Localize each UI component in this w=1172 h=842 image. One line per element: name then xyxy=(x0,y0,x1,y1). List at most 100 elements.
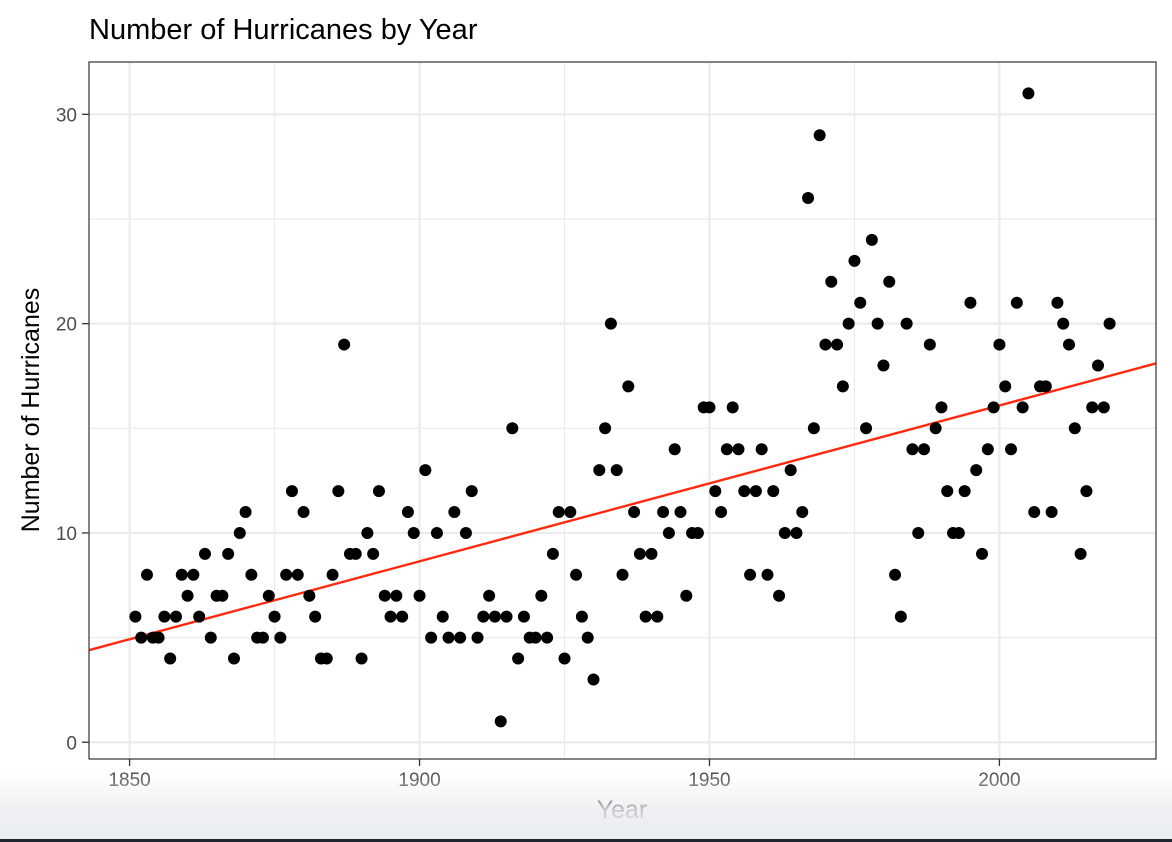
data-point xyxy=(970,464,983,477)
data-point xyxy=(1063,338,1076,351)
y-axis-label: Number of Hurricanes xyxy=(17,288,45,533)
data-point xyxy=(1039,380,1052,393)
data-point xyxy=(494,715,507,728)
data-point xyxy=(796,506,809,519)
data-point xyxy=(280,568,293,581)
data-point xyxy=(761,568,774,581)
data-point xyxy=(819,338,832,351)
trend-line-layer xyxy=(88,362,1157,652)
data-point xyxy=(436,610,449,623)
data-point xyxy=(390,589,403,602)
data-point xyxy=(831,338,844,351)
data-point xyxy=(657,506,670,519)
data-point xyxy=(575,610,588,623)
data-point xyxy=(181,589,194,602)
data-point xyxy=(993,338,1006,351)
data-point xyxy=(918,443,931,456)
data-point xyxy=(500,610,513,623)
data-point xyxy=(1097,401,1110,414)
data-point xyxy=(1016,401,1029,414)
data-point xyxy=(889,568,902,581)
data-point xyxy=(564,506,577,519)
data-point xyxy=(552,506,565,519)
data-point xyxy=(1074,547,1087,560)
data-point xyxy=(1068,422,1081,435)
data-point xyxy=(744,568,757,581)
data-point xyxy=(465,485,478,498)
data-point xyxy=(912,526,925,539)
data-point xyxy=(720,443,733,456)
data-point xyxy=(999,380,1012,393)
data-point xyxy=(546,547,559,560)
data-point xyxy=(883,275,896,288)
x-axis-label: Year xyxy=(597,796,648,824)
data-point xyxy=(413,589,426,602)
data-point xyxy=(483,589,496,602)
data-point xyxy=(529,631,542,644)
data-point xyxy=(361,526,374,539)
data-point xyxy=(813,129,826,142)
data-point xyxy=(842,317,855,330)
data-point xyxy=(941,485,954,498)
data-point xyxy=(836,380,849,393)
data-point xyxy=(471,631,484,644)
data-point xyxy=(448,506,461,519)
data-point xyxy=(488,610,501,623)
data-point xyxy=(860,422,873,435)
data-point xyxy=(906,443,919,456)
axes: 1850 1900 1950 2000 0 10 20 30 xyxy=(56,105,1021,791)
data-point xyxy=(140,568,153,581)
data-point xyxy=(645,547,658,560)
data-point xyxy=(854,296,867,309)
data-point xyxy=(1057,317,1070,330)
data-point xyxy=(355,652,368,665)
data-point xyxy=(1028,506,1041,519)
data-point xyxy=(309,610,322,623)
data-point xyxy=(958,485,971,498)
data-point xyxy=(778,526,791,539)
data-point xyxy=(175,568,188,581)
data-point xyxy=(639,610,652,623)
data-point xyxy=(570,568,583,581)
grid-lines xyxy=(89,62,1156,759)
data-point xyxy=(1045,506,1058,519)
data-point xyxy=(407,526,420,539)
data-point xyxy=(158,610,171,623)
data-point xyxy=(616,568,629,581)
data-point xyxy=(401,506,414,519)
y-tick-label: 0 xyxy=(66,733,77,754)
data-point xyxy=(256,631,269,644)
data-point xyxy=(367,547,380,560)
data-point xyxy=(674,506,687,519)
data-point xyxy=(372,485,385,498)
data-point xyxy=(825,275,838,288)
data-point xyxy=(320,652,333,665)
data-point xyxy=(297,506,310,519)
data-point xyxy=(587,673,600,686)
data-point xyxy=(291,568,304,581)
data-point xyxy=(935,401,948,414)
data-point xyxy=(593,464,606,477)
data-point xyxy=(384,610,397,623)
data-point xyxy=(338,338,351,351)
data-point xyxy=(285,485,298,498)
y-tick-label: 10 xyxy=(56,524,77,545)
data-point xyxy=(581,631,594,644)
data-point xyxy=(604,317,617,330)
data-point xyxy=(1051,296,1064,309)
data-point xyxy=(204,631,217,644)
data-point xyxy=(512,652,525,665)
data-point xyxy=(454,631,467,644)
data-point xyxy=(622,380,635,393)
data-point xyxy=(987,401,1000,414)
data-point xyxy=(610,464,623,477)
data-point xyxy=(952,526,965,539)
data-point xyxy=(651,610,664,623)
data-point xyxy=(477,610,490,623)
y-tick-label: 20 xyxy=(56,315,77,336)
data-point xyxy=(216,589,229,602)
data-point xyxy=(169,610,182,623)
data-point xyxy=(703,401,716,414)
data-point xyxy=(396,610,409,623)
data-point xyxy=(871,317,884,330)
